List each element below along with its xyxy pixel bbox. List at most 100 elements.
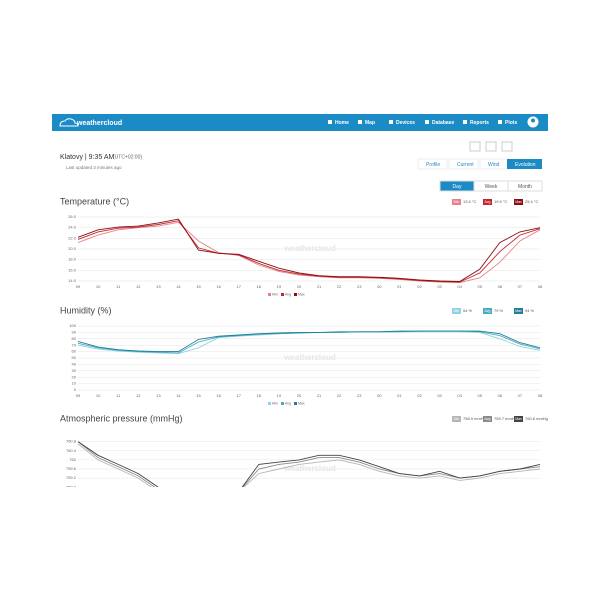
tab[interactable] <box>448 158 479 170</box>
x-tick-label: 17 <box>236 393 241 398</box>
badge-label: Min <box>454 417 460 421</box>
legend-label: Min <box>272 513 278 517</box>
x-tick-label: 13 <box>156 284 161 289</box>
tab-label: Wind <box>488 162 500 168</box>
badge-label-bg <box>483 308 492 314</box>
series-line <box>77 221 541 284</box>
last-updated: Last updated 3 minutes ago <box>66 165 122 170</box>
nav-item[interactable]: Home <box>335 120 349 126</box>
tab-label: Evolution <box>515 162 536 168</box>
badge-value: 25.4 °C <box>525 199 538 204</box>
logo[interactable]: weathercloud <box>59 118 122 127</box>
chart: Atmospheric pressure (mmHg) weathercloud 7… <box>60 413 548 517</box>
period-button[interactable] <box>507 180 543 192</box>
badge-value: 13.5 °C <box>463 199 476 204</box>
series-line <box>77 220 541 283</box>
x-tick-label: 07 <box>518 284 523 289</box>
x-tick-label: 15 <box>196 284 201 289</box>
watermark: weathercloud <box>283 244 336 253</box>
x-tick-label: 12 <box>136 504 141 509</box>
x-tick-label: 13 <box>156 504 161 509</box>
nav-item[interactable]: Reports <box>470 120 489 126</box>
share-button[interactable] <box>501 141 513 152</box>
x-tick-label: 18 <box>257 284 262 289</box>
y-tick-label: 760.4 <box>66 448 77 453</box>
nav-item[interactable]: Database <box>432 120 454 126</box>
avatar-head <box>531 118 535 123</box>
x-tick-label: 09 <box>76 504 81 509</box>
tab[interactable] <box>507 159 542 169</box>
x-tick-label: 16 <box>216 284 221 289</box>
y-tick-label: 759.2 <box>66 475 77 480</box>
x-tick-label: 10 <box>96 504 101 509</box>
badge-value: 19.9 °C <box>494 199 507 204</box>
y-tick-label: 60 <box>72 349 77 354</box>
x-tick-label: 03 <box>437 393 442 398</box>
nav-icon <box>328 120 332 124</box>
x-tick-label: 07 <box>518 393 523 398</box>
x-tick-label: 01 <box>397 393 402 398</box>
badge-value: 94 % <box>525 308 535 313</box>
y-tick-label: 760.8 <box>66 439 77 444</box>
logo-text: weathercloud <box>76 120 122 127</box>
y-tick-label: 100 <box>69 323 76 328</box>
x-tick-label: 09 <box>76 284 81 289</box>
chart-title: Atmospheric pressure (mmHg) <box>60 413 183 423</box>
favorite-button[interactable] <box>485 141 497 152</box>
x-tick-label: 21 <box>317 504 322 509</box>
y-tick-label: 90 <box>72 329 77 334</box>
x-tick-label: 19 <box>277 284 282 289</box>
badge-label-bg <box>452 308 461 314</box>
x-tick-label: 05 <box>478 504 483 509</box>
x-tick-label: 22 <box>337 284 342 289</box>
badge-label-bg <box>483 416 492 422</box>
badge-label: Max <box>515 200 522 204</box>
nav-icon <box>389 120 393 124</box>
x-tick-label: 00 <box>377 284 382 289</box>
nav-item[interactable]: Devices <box>396 120 415 126</box>
x-tick-label: 14 <box>176 284 181 289</box>
tab[interactable] <box>417 158 448 170</box>
nav-icon <box>358 120 362 124</box>
timezone: (UTC+02:00) <box>113 154 142 160</box>
x-tick-label: 06 <box>498 393 503 398</box>
legend-label: Avg <box>285 293 291 297</box>
legend-label: Max <box>298 293 305 297</box>
x-tick-label: 04 <box>457 284 462 289</box>
y-tick-label: 20.0 <box>68 246 77 251</box>
chart-button[interactable] <box>469 141 481 152</box>
badge-label: Min <box>454 309 460 313</box>
x-tick-label: 14 <box>176 504 181 509</box>
x-tick-label: 00 <box>377 504 382 509</box>
badge-label-bg <box>514 199 523 205</box>
badge-label-bg <box>452 416 461 422</box>
series-line <box>77 330 541 353</box>
badge-label: Min <box>454 200 460 204</box>
y-tick-label: 758.4 <box>66 493 77 498</box>
badge-value: 758.9 mmHg <box>463 416 486 421</box>
legend-swatch <box>281 513 284 516</box>
y-tick-label: 0 <box>74 387 77 392</box>
legend-swatch <box>268 513 271 516</box>
y-tick-label: 758.8 <box>66 484 77 489</box>
x-tick-label: 22 <box>337 504 342 509</box>
badge-label: Avg <box>485 309 491 313</box>
legend-swatch <box>281 293 284 296</box>
y-tick-label: 26.0 <box>68 214 77 219</box>
series-line <box>77 331 541 354</box>
x-tick-label: 15 <box>196 393 201 398</box>
x-tick-label: 15 <box>196 504 201 509</box>
legend-label: Avg <box>285 402 291 406</box>
y-tick-label: 50 <box>72 355 77 360</box>
legend-swatch <box>294 402 297 405</box>
nav-item[interactable]: Plots <box>505 120 517 126</box>
legend-label: Min <box>272 402 278 406</box>
period-label: Week <box>485 184 498 190</box>
chart-title: Temperature (°C) <box>60 196 129 206</box>
legend-swatch <box>294 293 297 296</box>
navbar <box>52 114 548 131</box>
nav-item[interactable]: Map <box>365 120 375 126</box>
x-tick-label: 22 <box>337 393 342 398</box>
y-tick-label: 22.0 <box>68 235 77 240</box>
x-tick-label: 23 <box>357 284 362 289</box>
